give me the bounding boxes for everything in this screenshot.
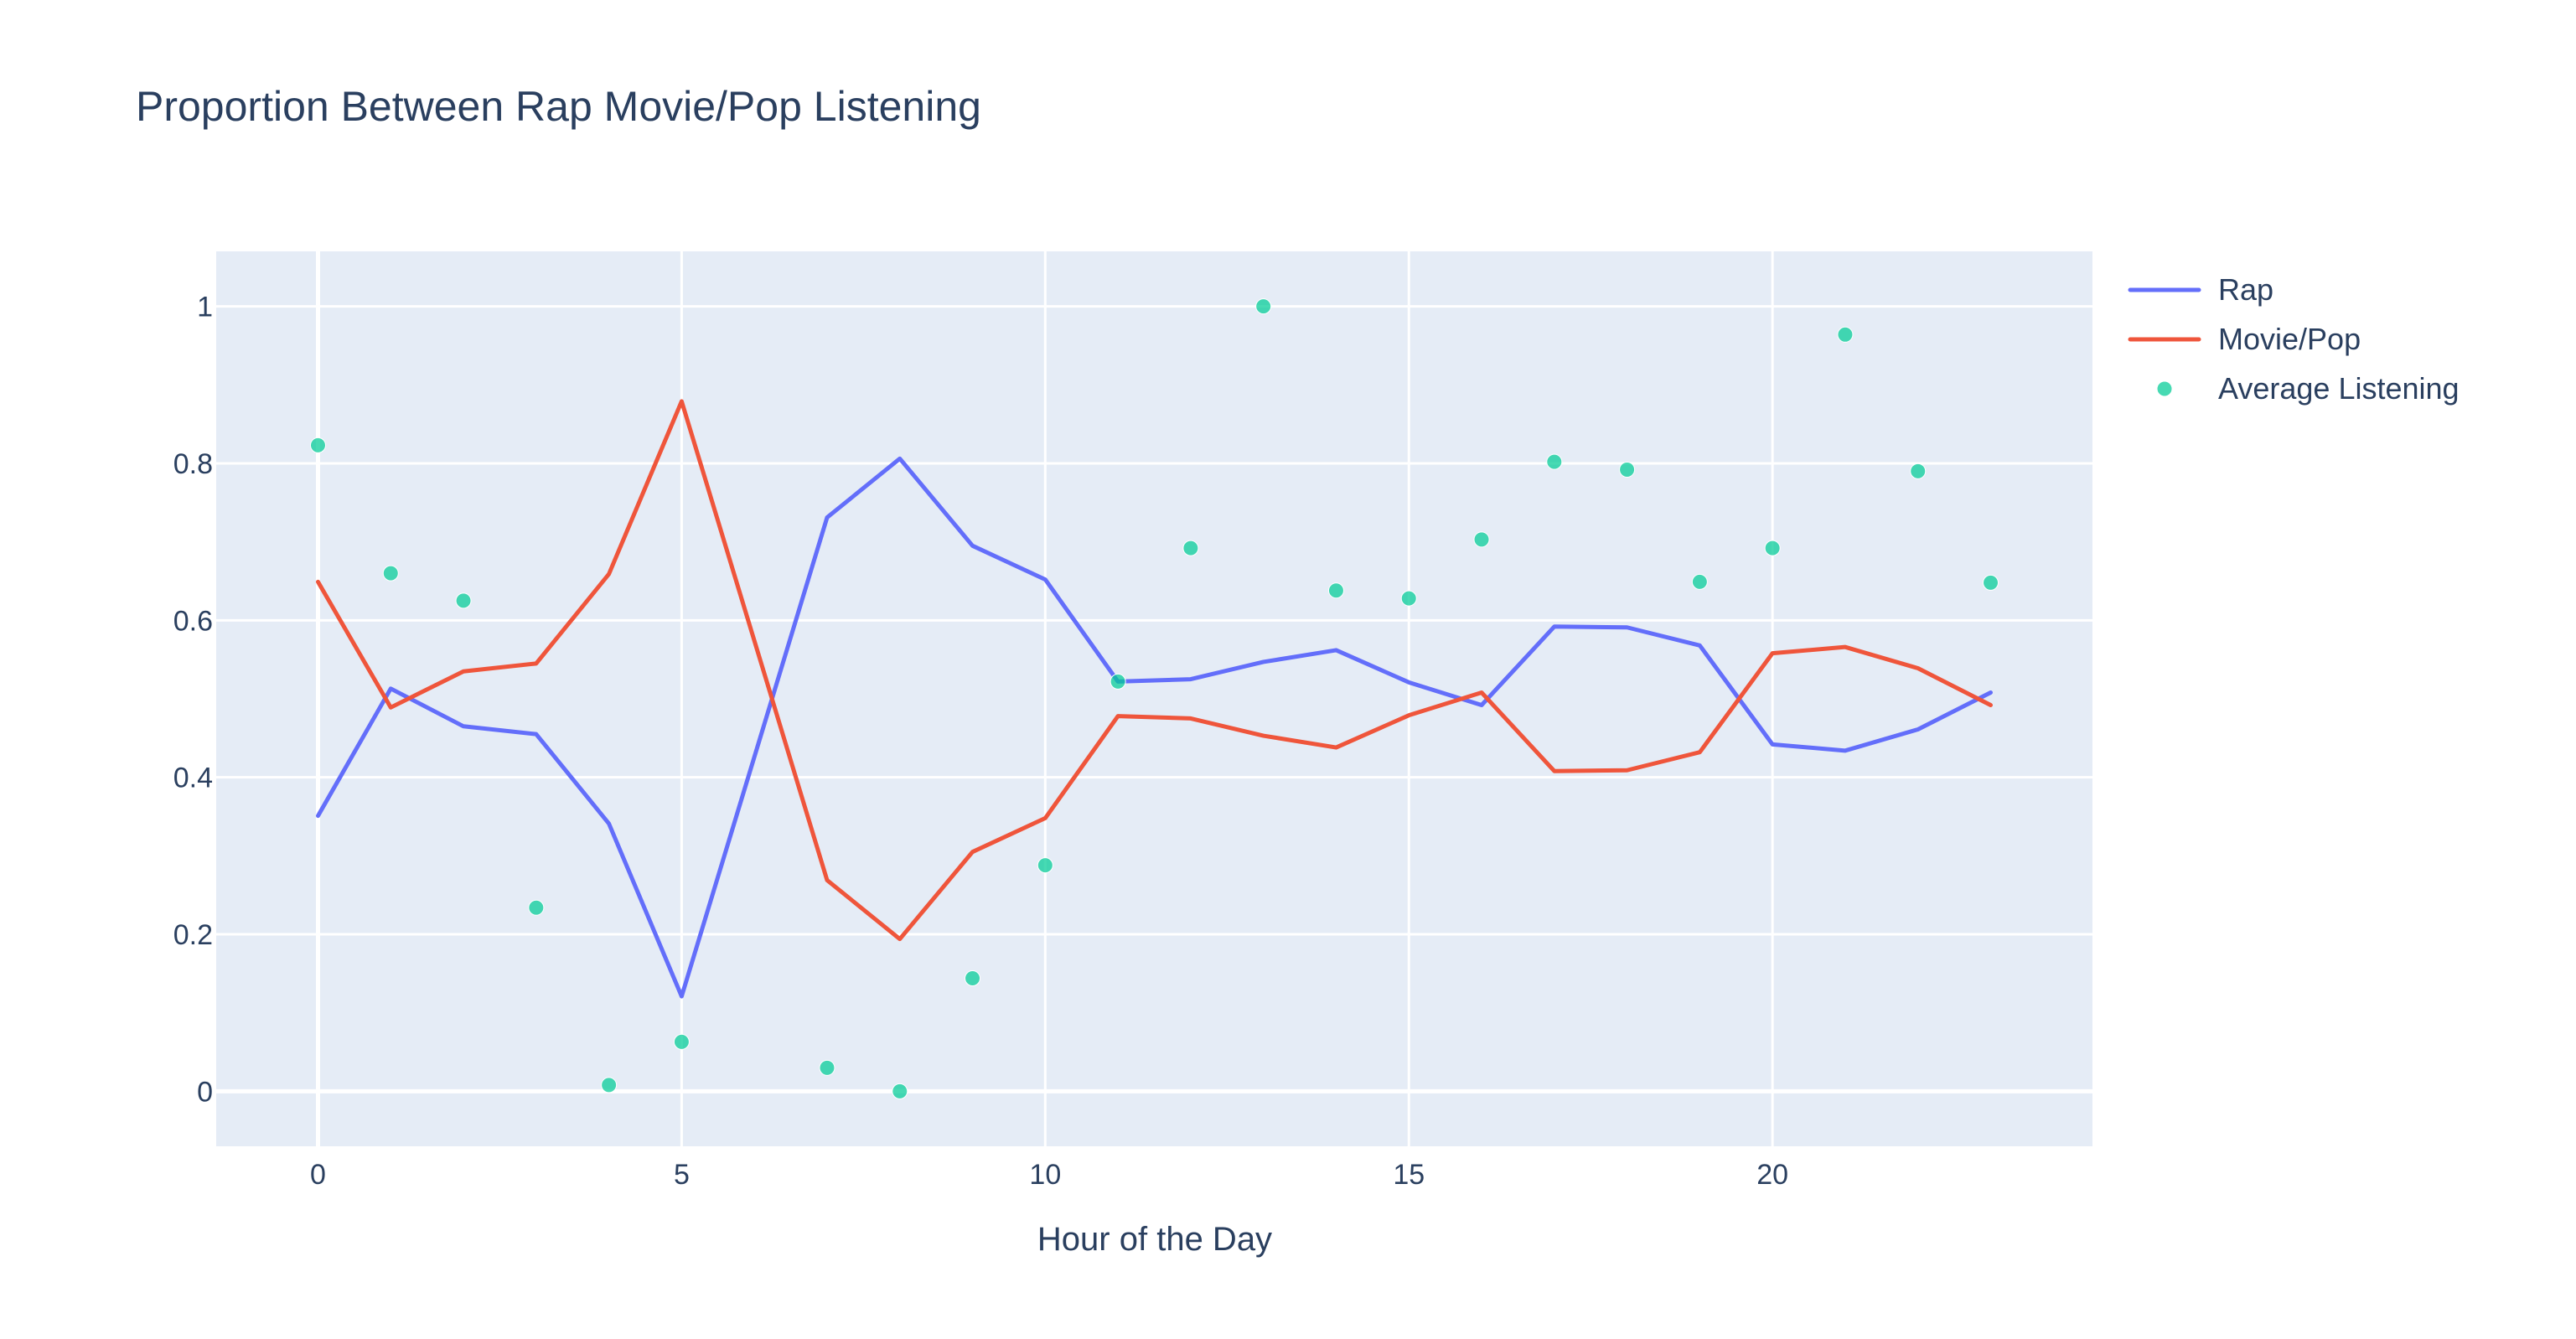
legend[interactable]: Rap Movie/Pop Average Listening	[2128, 272, 2460, 406]
series-line-movie-pop[interactable]	[315, 399, 1994, 942]
y-tick-label: 1	[197, 292, 213, 323]
plot-background[interactable]	[216, 251, 2092, 1146]
grid-lines	[216, 251, 2092, 1146]
legend-label: Rap	[2218, 272, 2273, 307]
data-point-average-listening[interactable]	[601, 1077, 618, 1093]
legend-label: Average Listening	[2218, 371, 2460, 406]
data-point-average-listening[interactable]	[1691, 573, 1708, 590]
series-layer	[309, 298, 1999, 1099]
y-tick-label: 0.2	[173, 919, 213, 951]
legend-marker-swatch	[2156, 380, 2173, 397]
data-point-average-listening[interactable]	[1546, 453, 1563, 470]
y-tick-label: 0.8	[173, 448, 213, 480]
series-line-rap[interactable]	[315, 456, 1994, 999]
data-point-average-listening[interactable]	[455, 592, 472, 609]
data-point-average-listening[interactable]	[1327, 582, 1344, 599]
y-tick-label: 0.6	[173, 605, 213, 637]
data-point-average-listening[interactable]	[1983, 574, 1999, 591]
x-tick-label: 5	[674, 1159, 690, 1191]
y-tick-label: 0.4	[173, 763, 213, 794]
data-point-average-listening[interactable]	[1182, 540, 1199, 556]
data-point-average-listening[interactable]	[1110, 673, 1126, 690]
x-tick-label: 20	[1756, 1159, 1788, 1191]
y-tick-labels: 0 0.2 0.4 0.6 0.8 1	[173, 292, 213, 1109]
data-point-average-listening[interactable]	[673, 1033, 690, 1050]
zero-lines	[216, 251, 2092, 1146]
data-point-average-listening[interactable]	[1764, 540, 1781, 556]
data-point-average-listening[interactable]	[528, 899, 545, 916]
legend-item-rap[interactable]: Rap	[2128, 272, 2273, 307]
data-point-average-listening[interactable]	[1037, 857, 1053, 874]
legend-item-movie-pop[interactable]: Movie/Pop	[2128, 322, 2361, 356]
data-point-average-listening[interactable]	[309, 437, 326, 453]
legend-label: Movie/Pop	[2218, 322, 2361, 356]
data-point-average-listening[interactable]	[819, 1059, 835, 1076]
data-point-average-listening[interactable]	[1473, 531, 1490, 548]
x-tick-label: 15	[1393, 1159, 1425, 1191]
data-point-average-listening[interactable]	[1400, 590, 1417, 607]
legend-item-average-listening[interactable]: Average Listening	[2156, 371, 2460, 406]
data-point-average-listening[interactable]	[382, 565, 399, 582]
data-point-average-listening[interactable]	[1837, 326, 1854, 343]
data-point-average-listening[interactable]	[1619, 461, 1636, 478]
y-tick-label: 0	[197, 1076, 213, 1108]
chart-title: Proportion Between Rap Movie/Pop Listeni…	[136, 83, 981, 130]
data-point-average-listening[interactable]	[1910, 463, 1927, 479]
data-point-average-listening[interactable]	[892, 1083, 908, 1099]
data-point-average-listening[interactable]	[1255, 298, 1272, 315]
x-axis-title: Hour of the Day	[1037, 1221, 1272, 1258]
x-tick-labels: 0 5 10 15 20	[310, 1159, 1788, 1191]
data-point-average-listening[interactable]	[965, 970, 981, 987]
x-tick-label: 10	[1029, 1159, 1061, 1191]
x-tick-label: 0	[310, 1159, 326, 1191]
